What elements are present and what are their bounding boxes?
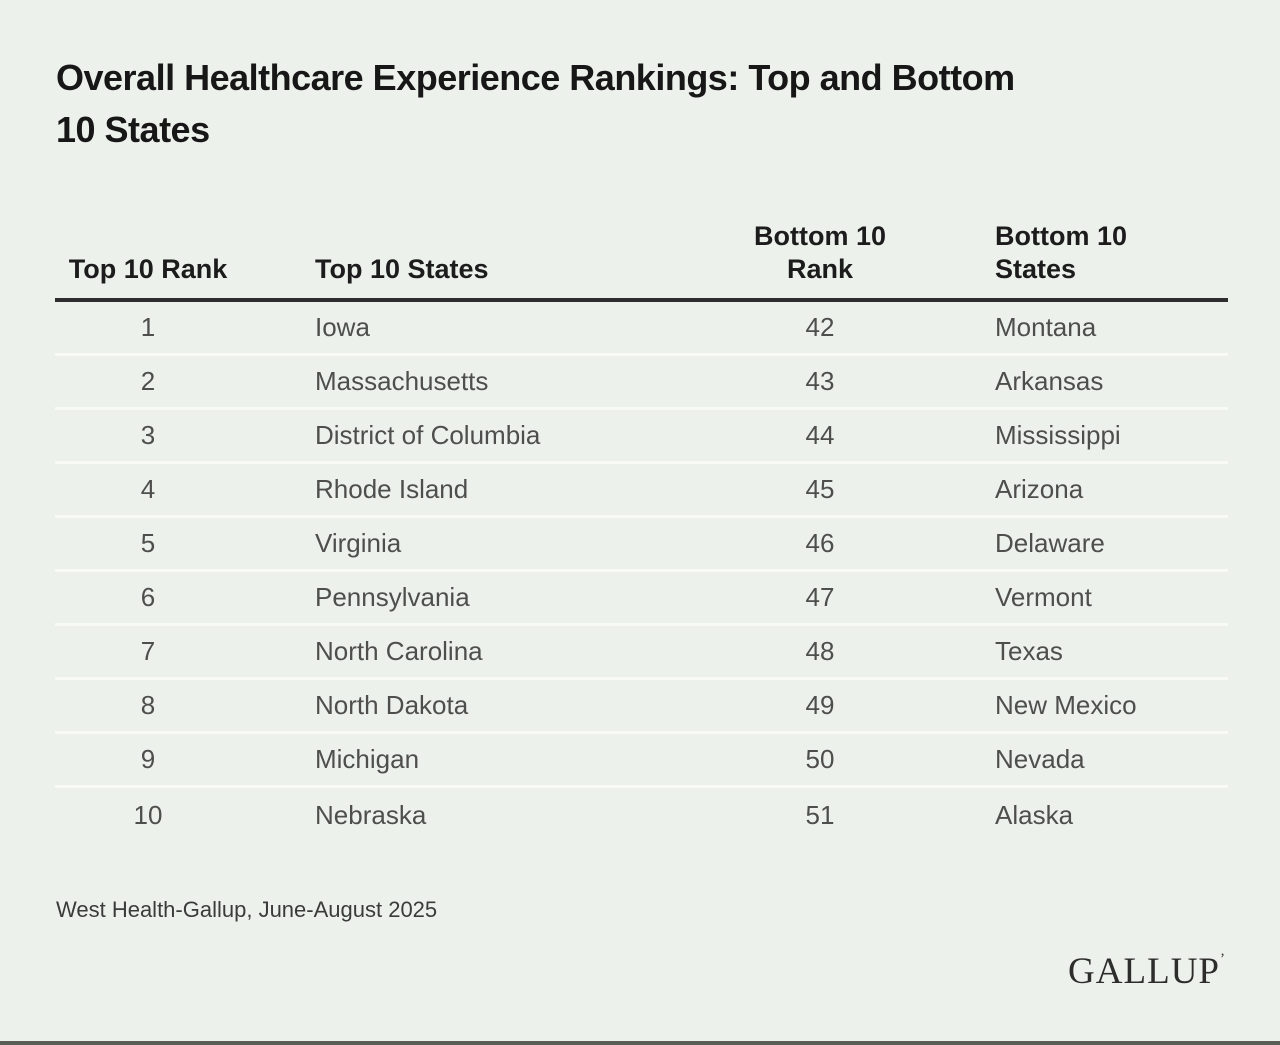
page-title-line-2: 10 States (56, 109, 210, 150)
top-rank-cell: 6 (140, 582, 156, 612)
top-rank-cell: 1 (140, 312, 156, 342)
bottom-rank-cell: 46 (805, 528, 835, 558)
top-rank-cell: 4 (140, 474, 156, 504)
table-row: 5 Virginia 46 Delaware (55, 518, 1228, 572)
bottom-state-cell: Delaware (995, 528, 1105, 558)
header-bottom-10-rank: Bottom 10 Rank (753, 221, 886, 284)
bottom-rank-cell: 43 (805, 366, 835, 396)
bottom-rank-cell: 50 (805, 744, 835, 774)
table-row: 9 Michigan 50 Nevada (55, 734, 1228, 788)
bottom-state-cell: Arizona (995, 474, 1084, 504)
bottom-state-cell: New Mexico (995, 690, 1137, 720)
top-state-cell: District of Columbia (315, 420, 541, 450)
bottom-state-cell: Mississippi (995, 420, 1121, 450)
top-rank-cell: 5 (140, 528, 156, 558)
top-rank-cell: 3 (140, 420, 156, 450)
top-state-cell: Massachusetts (315, 366, 489, 396)
bottom-state-cell: Alaska (995, 799, 1074, 830)
bottom-edge-bar (0, 1041, 1280, 1045)
top-rank-cell: 2 (140, 366, 156, 396)
header-top-10-states: Top 10 States (315, 254, 489, 284)
bottom-rank-cell: 49 (805, 690, 835, 720)
gallup-wordmark: GALLUP (1068, 951, 1220, 992)
table-row: 1 Iowa 42 Montana (55, 302, 1228, 356)
top-state-cell: Nebraska (315, 799, 427, 830)
bottom-state-cell: Nevada (995, 744, 1085, 774)
table-row: 2 Massachusetts 43 Arkansas (55, 356, 1228, 410)
rankings-table: Top 10 Rank Top 10 States Bottom 10 Rank… (55, 220, 1228, 842)
top-state-cell: North Dakota (315, 690, 469, 720)
top-rank-cell: 9 (140, 744, 156, 774)
top-state-cell: Virginia (315, 528, 402, 558)
top-state-cell: Pennsylvania (315, 582, 470, 612)
table-row: 8 North Dakota 49 New Mexico (55, 680, 1228, 734)
page-title: Overall Healthcare Experience Rankings: … (56, 52, 1015, 156)
bottom-state-cell: Arkansas (995, 366, 1104, 396)
table-row: 6 Pennsylvania 47 Vermont (55, 572, 1228, 626)
top-rank-cell: 8 (140, 690, 156, 720)
bottom-rank-cell: 45 (805, 474, 835, 504)
top-state-cell: Rhode Island (315, 474, 469, 504)
table-row: 3 District of Columbia 44 Mississippi (55, 410, 1228, 464)
bottom-state-cell: Vermont (995, 582, 1092, 612)
table-row: 10 Nebraska 51 Alaska (55, 788, 1228, 842)
trademark-mark: ’ (1220, 951, 1225, 967)
table-header-row: Top 10 Rank Top 10 States Bottom 10 Rank… (55, 220, 1228, 302)
top-state-cell: Michigan (315, 744, 420, 774)
bottom-state-cell: Montana (995, 312, 1097, 342)
top-state-cell: North Carolina (315, 636, 483, 666)
bottom-rank-cell: 44 (805, 420, 835, 450)
bottom-rank-cell: 48 (805, 636, 835, 666)
bottom-rank-cell: 51 (805, 799, 835, 830)
page-title-line-1: Overall Healthcare Experience Rankings: … (56, 57, 1015, 98)
table-row: 4 Rhode Island 45 Arizona (55, 464, 1228, 518)
table-row: 7 North Carolina 48 Texas (55, 626, 1228, 680)
top-state-cell: Iowa (315, 312, 370, 342)
header-bottom-10-states: Bottom 10 States (995, 221, 1128, 284)
bottom-state-cell: Texas (995, 636, 1063, 666)
source-note: West Health-Gallup, June-August 2025 (56, 897, 438, 922)
bottom-rank-cell: 47 (805, 582, 835, 612)
gallup-logo: GALLUP’ (1068, 950, 1225, 993)
top-rank-cell: 7 (140, 636, 156, 666)
header-top-10-rank: Top 10 Rank (68, 254, 228, 284)
bottom-rank-cell: 42 (805, 312, 835, 342)
top-rank-cell: 10 (133, 799, 163, 830)
